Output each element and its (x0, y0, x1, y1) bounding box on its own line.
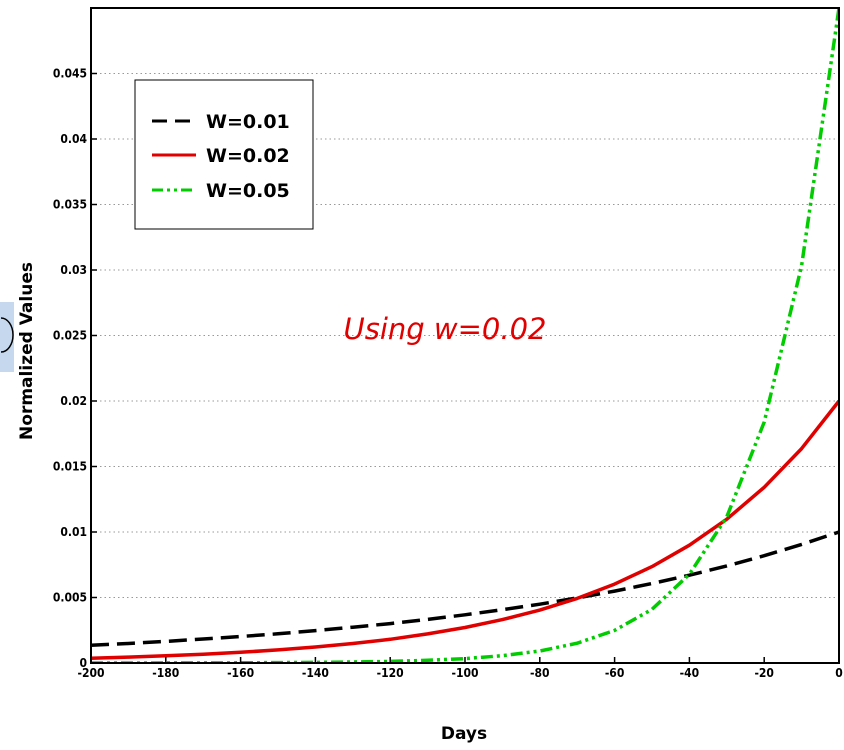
x-tick-label: -20 (754, 666, 774, 680)
y-tick-label: 0.035 (53, 198, 87, 212)
x-tick-label: -60 (605, 666, 625, 680)
y-axis-title: Normalized Values (17, 262, 37, 440)
x-tick-label: -160 (227, 666, 254, 680)
series-line-1 (91, 399, 839, 660)
legend-label-w005: W=0.05 (206, 180, 290, 202)
y-tick-label: 0.02 (60, 394, 87, 408)
x-tick-label: -120 (377, 666, 404, 680)
legend-label-w002: W=0.02 (206, 145, 290, 167)
legend: W=0.01 W=0.02 W=0.05 (134, 79, 314, 230)
y-tick-label: 0 (79, 656, 87, 670)
grid (91, 73, 839, 598)
x-axis-title: Days (441, 724, 487, 744)
x-tick-label: -40 (680, 666, 700, 680)
x-tick-label: -100 (451, 666, 478, 680)
x-tick-label: -140 (302, 666, 329, 680)
y-tick-label: 0.01 (60, 525, 87, 539)
y-tick-label: 0.04 (60, 132, 87, 146)
y-tick-label: 0.045 (53, 67, 87, 81)
x-tick-label: -180 (152, 666, 179, 680)
y-tick-label: 0.025 (53, 329, 87, 343)
sidebar-fragment (0, 302, 14, 372)
ticks: 0 0.005 0.01 0.015 0.02 0.025 0.03 0.035 0.04 0.0… (53, 67, 843, 681)
series-line-0 (91, 530, 839, 648)
y-tick-label: 0.03 (60, 263, 87, 277)
y-tick-label: 0.005 (53, 591, 87, 605)
x-tick-label: -200 (77, 666, 104, 680)
x-tick-label: 0 (835, 666, 843, 680)
annotation-text: Using w=0.02 (344, 312, 547, 346)
sidebar-arc-icon (0, 317, 14, 353)
y-tick-label: 0.015 (53, 460, 87, 474)
x-tick-label: -80 (530, 666, 550, 680)
legend-label-w001: W=0.01 (206, 111, 290, 133)
